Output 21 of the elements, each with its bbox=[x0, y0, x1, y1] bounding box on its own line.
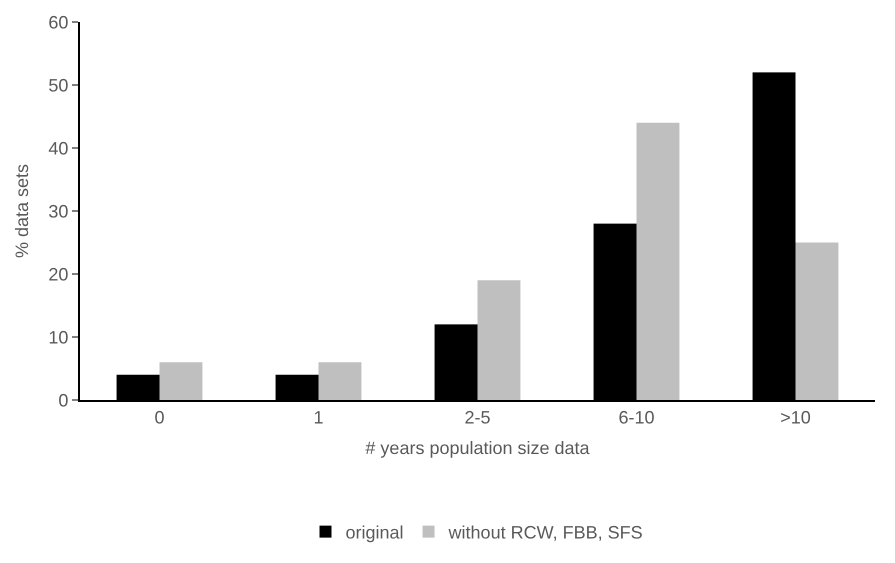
x-tick-label: >10 bbox=[780, 408, 811, 428]
bar bbox=[160, 362, 202, 400]
legend-label: original bbox=[346, 522, 404, 543]
x-tick-label: 0 bbox=[154, 408, 165, 428]
y-tick-label: 30 bbox=[48, 201, 68, 222]
y-tick-label: 10 bbox=[48, 327, 68, 348]
y-axis-title: % data sets bbox=[12, 164, 32, 258]
x-tick-label: 1 bbox=[313, 408, 324, 428]
bar bbox=[796, 242, 838, 400]
bar bbox=[318, 362, 362, 400]
y-tick-label: 60 bbox=[48, 12, 68, 32]
y-tick-label: 0 bbox=[58, 390, 68, 410]
legend-label: without RCW, FBB, SFS bbox=[448, 522, 643, 543]
x-axis-title: # years population size data bbox=[365, 438, 591, 458]
y-tick-label: 20 bbox=[48, 264, 68, 284]
y-tick-label: 40 bbox=[48, 138, 68, 158]
bar bbox=[478, 280, 520, 400]
x-tick-label: 2-5 bbox=[464, 408, 491, 428]
x-tick-label: 6-10 bbox=[618, 408, 655, 428]
y-tick-label: 50 bbox=[48, 75, 68, 96]
bar bbox=[636, 122, 680, 400]
